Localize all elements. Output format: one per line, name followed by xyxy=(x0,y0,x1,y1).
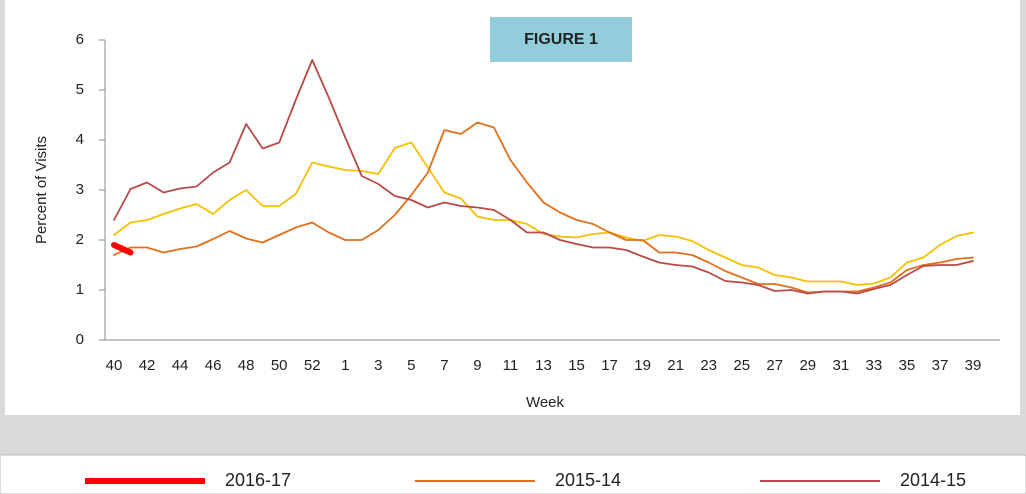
x-tick-label: 1 xyxy=(341,357,349,374)
x-tick-label: 25 xyxy=(733,357,750,374)
x-tick-label: 11 xyxy=(503,357,519,374)
series-line xyxy=(113,59,974,295)
y-tick-label: 0 xyxy=(76,331,84,348)
x-tick-label: 21 xyxy=(667,357,684,374)
x-tick-label: 40 xyxy=(106,357,123,374)
x-tick-label: 29 xyxy=(799,357,816,374)
x-tick-label: 5 xyxy=(407,357,415,374)
series-line xyxy=(113,141,974,286)
x-axis-title: Week xyxy=(526,394,565,411)
y-tick-label: 1 xyxy=(76,281,84,298)
x-tick-label: 52 xyxy=(304,357,321,374)
series-line xyxy=(111,242,134,256)
legend-label: 2015-14 xyxy=(555,470,621,490)
y-tick-label: 5 xyxy=(76,81,84,98)
x-tick-label: 23 xyxy=(700,357,717,374)
x-tick-label: 7 xyxy=(440,357,448,374)
x-tick-label: 19 xyxy=(634,357,651,374)
x-tick-label: 33 xyxy=(866,357,883,374)
y-tick-label: 3 xyxy=(76,181,84,198)
chart-panel xyxy=(5,0,1020,415)
title-box xyxy=(490,17,632,62)
x-tick-label: 15 xyxy=(568,357,585,374)
x-tick-label: 50 xyxy=(271,357,288,374)
x-tick-label: 37 xyxy=(932,357,949,374)
legend-panel xyxy=(0,454,1026,494)
y-axis-title: Percent of Visits xyxy=(33,136,50,244)
x-tick-label: 42 xyxy=(139,357,156,374)
x-tick-label: 27 xyxy=(766,357,783,374)
x-tick-label: 31 xyxy=(833,357,850,374)
x-tick-label: 17 xyxy=(601,357,618,374)
x-tick-label: 13 xyxy=(535,357,552,374)
y-tick-label: 4 xyxy=(76,131,84,148)
x-tick-label: 44 xyxy=(172,357,189,374)
x-tick-label: 3 xyxy=(374,357,382,374)
x-tick-label: 9 xyxy=(473,357,481,374)
x-tick-label: 39 xyxy=(965,357,982,374)
chart-title: FIGURE 1 xyxy=(524,31,598,48)
x-tick-label: 48 xyxy=(238,357,255,374)
legend-label: 2014-15 xyxy=(900,470,966,490)
y-tick-label: 6 xyxy=(76,31,84,48)
legend-label: 2016-17 xyxy=(225,470,291,490)
y-tick-label: 2 xyxy=(76,231,84,248)
x-tick-label: 46 xyxy=(205,357,222,374)
x-tick-label: 35 xyxy=(899,357,916,374)
